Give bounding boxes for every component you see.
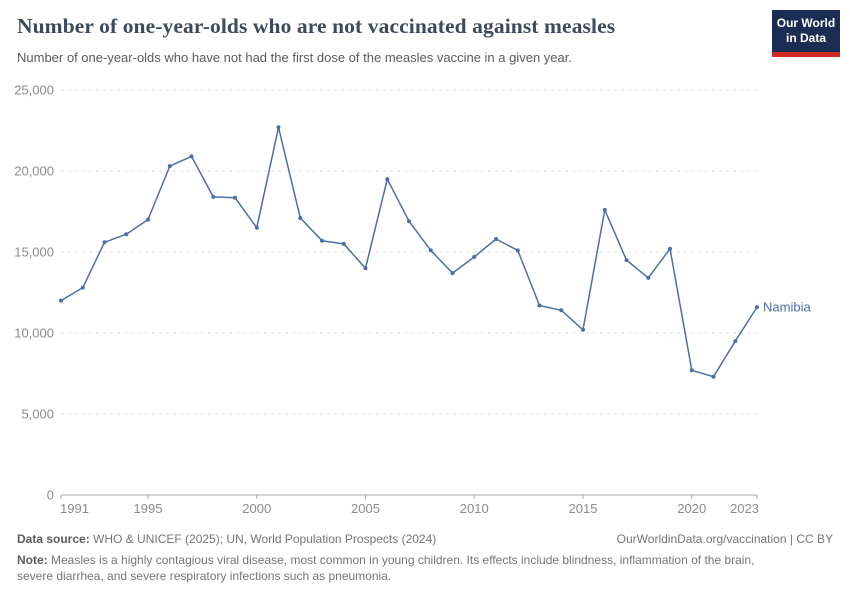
data-point <box>385 177 390 182</box>
data-point <box>755 305 759 310</box>
x-axis-label: 2023 <box>730 501 759 516</box>
data-point <box>472 254 477 259</box>
data-point <box>124 232 129 237</box>
y-axis-label: 20,000 <box>14 164 54 179</box>
note-text: Measles is a highly contagious viral dis… <box>17 553 755 584</box>
data-point <box>276 125 281 130</box>
data-source-label: Data source: <box>17 532 90 546</box>
y-axis-label: 5,000 <box>21 407 54 422</box>
data-point <box>59 298 63 303</box>
chart-footer: Data source: WHO & UNICEF (2025); UN, Wo… <box>17 531 833 585</box>
data-point <box>689 368 694 373</box>
data-point <box>102 240 107 245</box>
chart-subtitle: Number of one-year-olds who have not had… <box>17 50 572 65</box>
data-source: Data source: WHO & UNICEF (2025); UN, Wo… <box>17 531 436 547</box>
owid-logo-stripe <box>772 52 840 57</box>
x-axis-label: 2005 <box>351 501 380 516</box>
data-point <box>320 238 324 243</box>
chart-note: Note: Measles is a highly contagious vir… <box>17 552 789 584</box>
data-point <box>298 216 303 220</box>
data-point <box>211 194 216 199</box>
data-point <box>428 248 433 253</box>
data-point <box>515 248 520 253</box>
y-axis-label: 25,000 <box>14 83 54 98</box>
x-axis-label: 2010 <box>460 501 489 516</box>
data-point <box>167 164 172 169</box>
data-point <box>233 195 237 200</box>
rights-link[interactable]: OurWorldinData.org/vaccination | CC BY <box>616 532 833 546</box>
y-axis-label: 0 <box>47 488 54 503</box>
data-point <box>363 266 368 271</box>
data-point <box>711 374 716 379</box>
data-point <box>450 271 455 276</box>
data-point <box>80 285 85 290</box>
x-axis-label: 2020 <box>677 501 706 516</box>
data-line-namibia <box>60 126 758 378</box>
data-point <box>254 225 259 230</box>
x-axis-label: 1995 <box>134 501 163 516</box>
data-source-text: WHO & UNICEF (2025); UN, World Populatio… <box>89 532 437 546</box>
data-point <box>733 339 738 344</box>
data-point <box>146 217 150 222</box>
data-point <box>624 258 629 263</box>
data-point <box>494 237 498 241</box>
data-point <box>602 207 607 212</box>
data-point <box>581 327 585 332</box>
data-point <box>341 241 346 246</box>
data-point <box>559 308 564 313</box>
entity-label: Namibia <box>763 300 811 315</box>
x-axis-label: 2000 <box>242 501 271 516</box>
owid-logo: Our World in Data <box>772 10 840 57</box>
data-point <box>189 154 194 159</box>
data-point <box>646 275 651 280</box>
y-axis-label: 15,000 <box>14 245 54 260</box>
y-axis-label: 10,000 <box>14 326 54 341</box>
data-point <box>407 219 411 224</box>
chart-title: Number of one-year-olds who are not vacc… <box>17 14 616 38</box>
x-axis-label: 2015 <box>569 501 598 516</box>
data-point <box>668 246 672 251</box>
note-label: Note: <box>17 553 48 568</box>
x-axis-label: 1991 <box>60 501 89 516</box>
line-chart: 0 5,000 10,000 15,000 20,000 25,000 1991 1995 20… <box>14 83 811 517</box>
owid-logo-text: Our World in Data <box>772 10 840 52</box>
data-point <box>537 303 542 308</box>
